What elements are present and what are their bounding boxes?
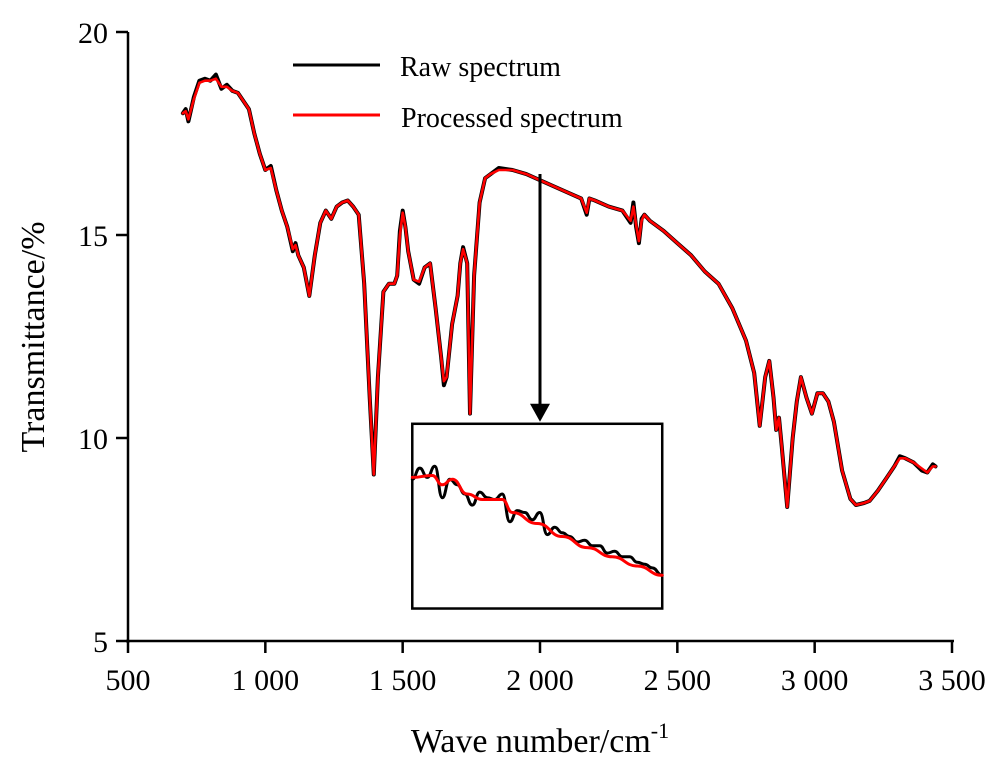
y-tick-label-5: 5 bbox=[93, 626, 108, 659]
x-tick-label-1000: 1 000 bbox=[232, 664, 300, 697]
ticks-layer: 500 1 000 1 500 2 000 2 500 3 000 3 500 5 10 15 20 bbox=[78, 17, 986, 697]
x-tick-label-3500: 3 500 bbox=[918, 664, 986, 697]
inset-raw-line bbox=[410, 464, 664, 577]
y-axis-title: Transmittance/% bbox=[15, 221, 52, 452]
y-tick-label-15: 15 bbox=[78, 220, 108, 253]
processed-spectrum-line bbox=[181, 77, 937, 509]
legend: Raw spectrum Processed spectrum bbox=[293, 52, 623, 134]
series-layer bbox=[180, 72, 938, 509]
x-tick-label-2000: 2 000 bbox=[506, 664, 574, 697]
y-tick-label-20: 20 bbox=[78, 17, 108, 50]
inset-processed-line bbox=[410, 474, 664, 577]
x-axis-title-main: Wave number/cm bbox=[411, 723, 651, 760]
x-tick-label-500: 500 bbox=[106, 664, 151, 697]
x-tick-label-1500: 1 500 bbox=[369, 664, 437, 697]
x-axis-title-superscript: -1 bbox=[651, 718, 669, 743]
legend-label-raw: Raw spectrum bbox=[400, 52, 561, 83]
annotation-layer bbox=[410, 173, 664, 610]
x-axis-title: Wave number/cm-1 bbox=[411, 718, 669, 760]
arrow-head bbox=[530, 403, 550, 422]
x-tick-label-2500: 2 500 bbox=[644, 664, 712, 697]
legend-label-processed: Processed spectrum bbox=[401, 103, 623, 134]
x-tick-label-3000: 3 000 bbox=[781, 664, 849, 697]
y-tick-label-10: 10 bbox=[78, 423, 108, 456]
